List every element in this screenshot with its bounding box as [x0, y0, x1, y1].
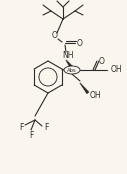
Polygon shape — [80, 83, 89, 94]
Text: OH: OH — [110, 65, 122, 74]
Text: F: F — [29, 130, 33, 140]
Ellipse shape — [64, 66, 80, 74]
Text: F: F — [19, 122, 23, 132]
Text: OH: OH — [89, 90, 101, 100]
Text: O: O — [77, 38, 83, 48]
Text: O: O — [52, 31, 58, 41]
Text: O: O — [99, 57, 105, 65]
Text: F: F — [44, 124, 48, 132]
Polygon shape — [66, 60, 73, 69]
Text: NH: NH — [62, 52, 74, 61]
Text: Abs: Abs — [67, 68, 77, 73]
